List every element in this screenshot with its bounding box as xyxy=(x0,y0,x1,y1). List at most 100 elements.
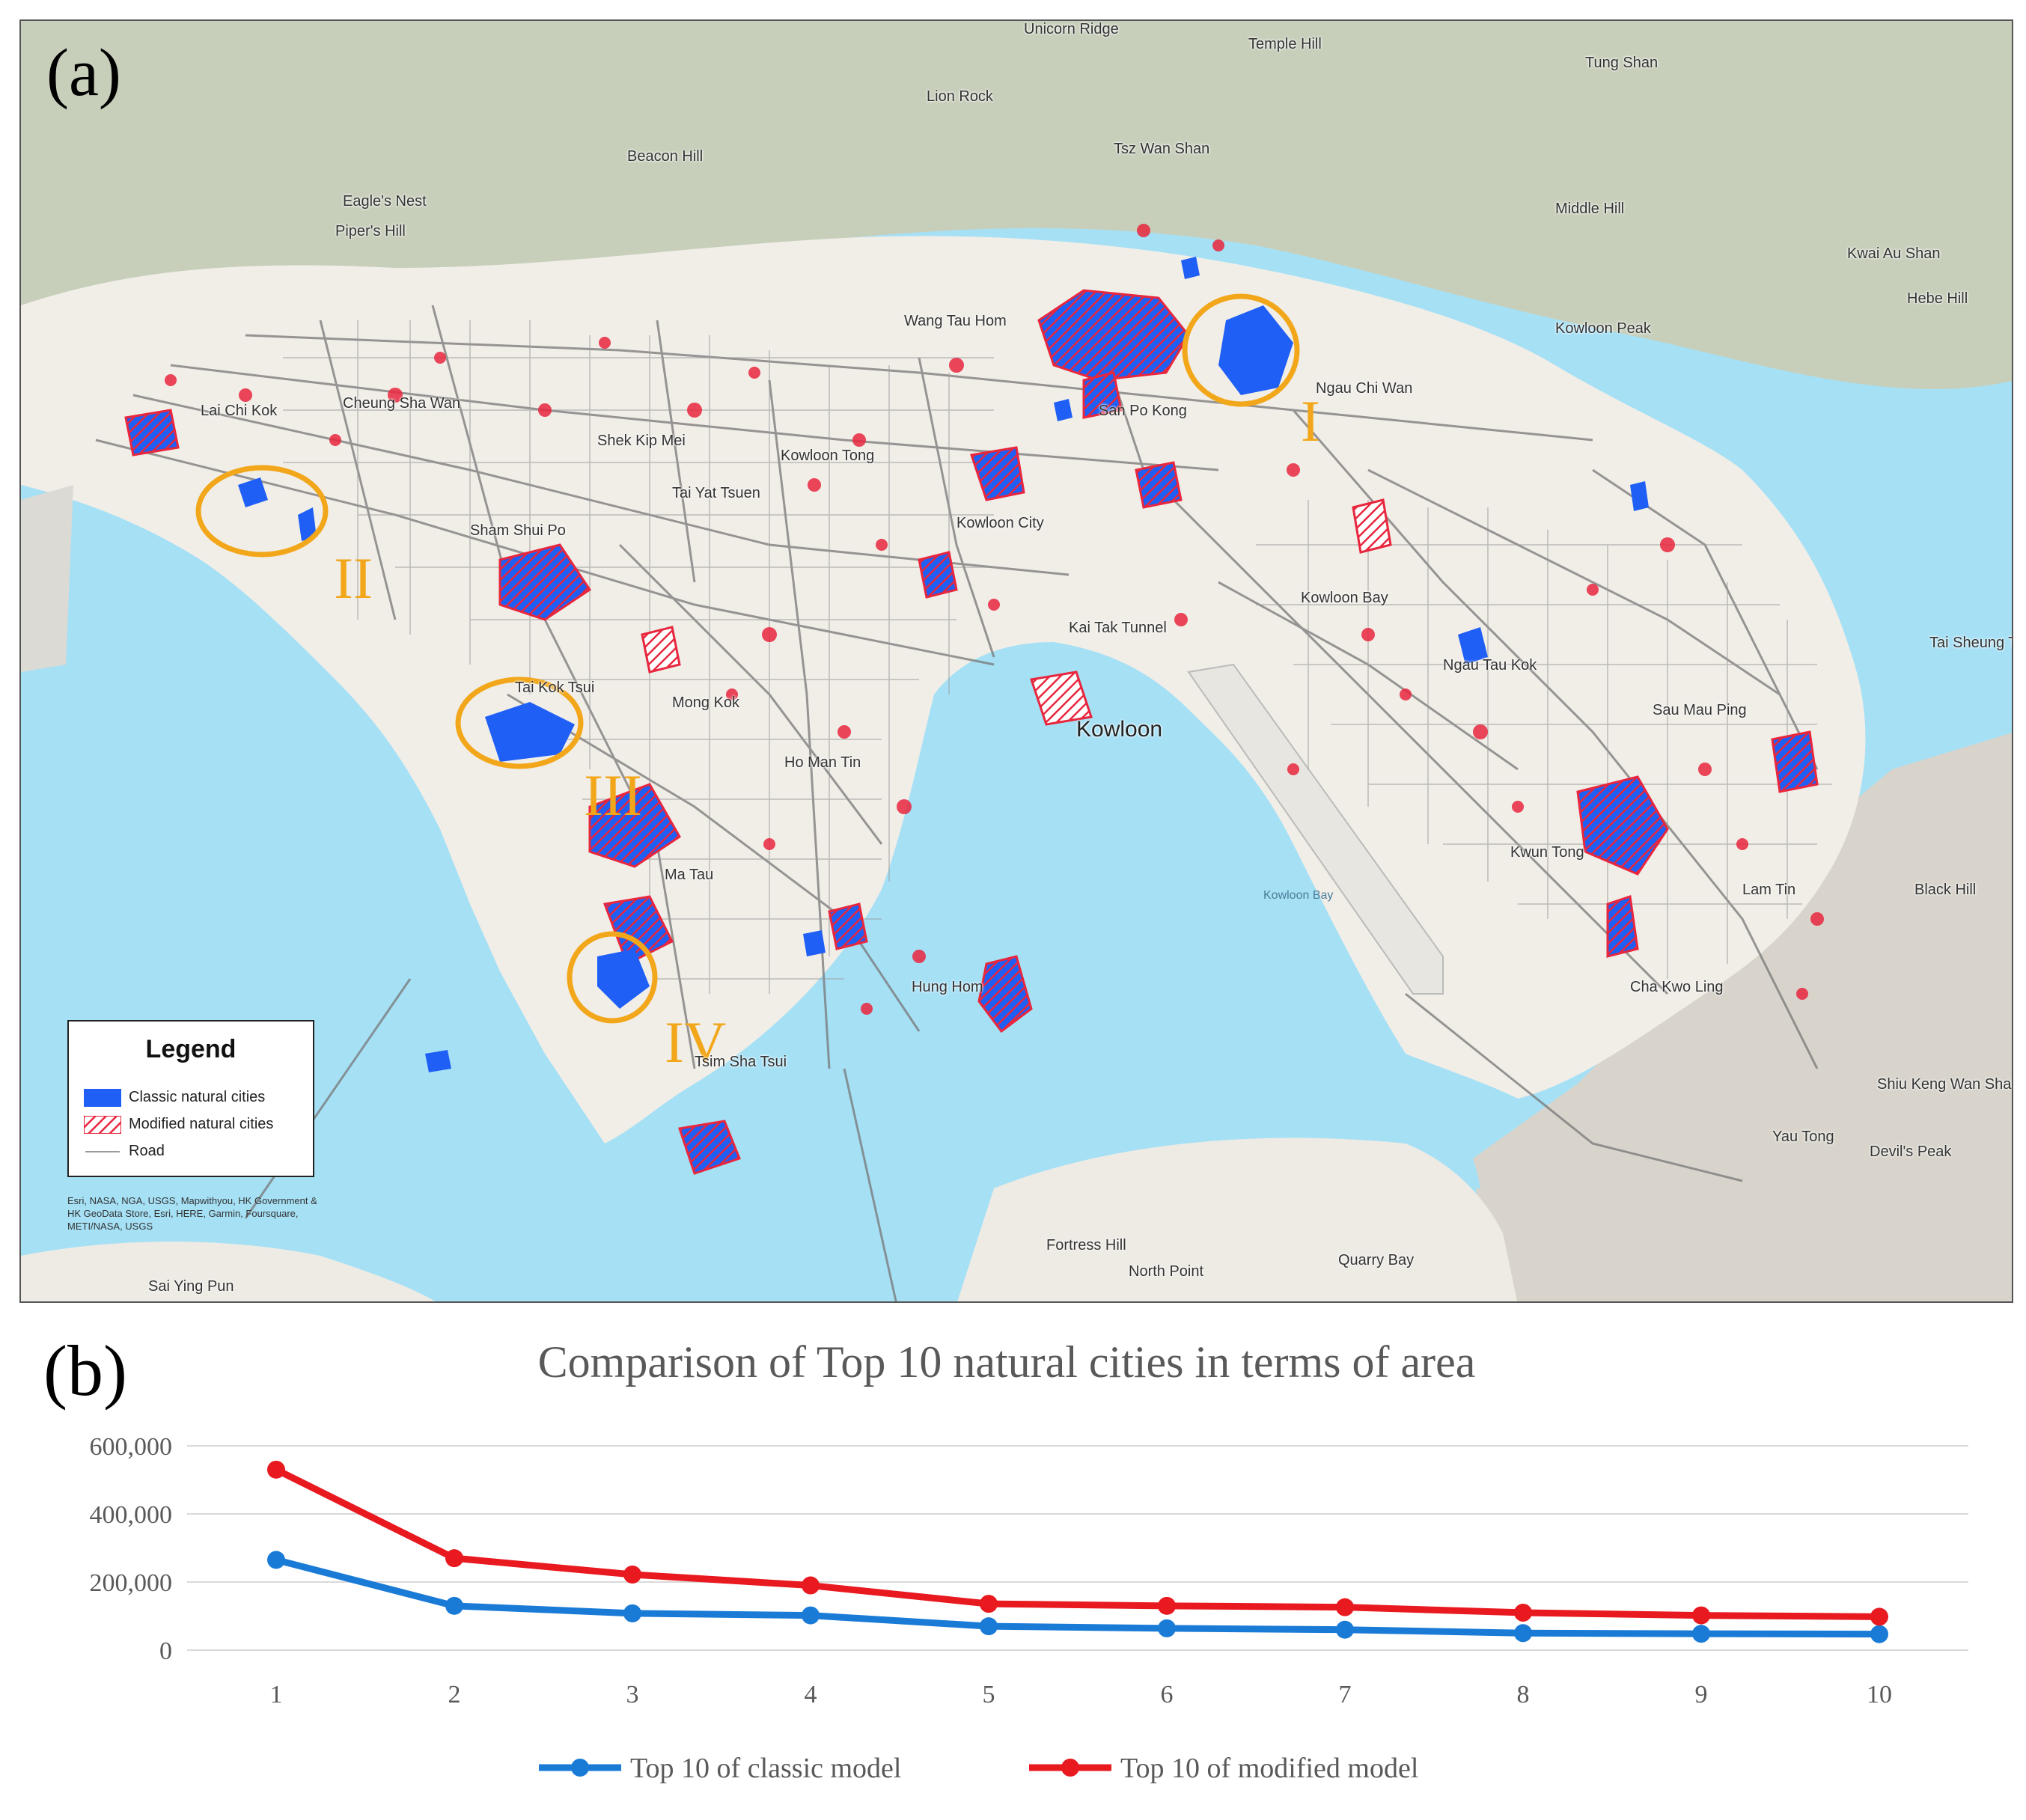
data-point xyxy=(802,1576,820,1595)
place-tung-shan: Tung Shan xyxy=(1585,55,1659,71)
place-hung-hom: Hung Hom xyxy=(912,979,983,995)
place-ma-tau: Ma Tau xyxy=(665,867,714,883)
place-tai-sheung-tok: Tai Sheung Tok xyxy=(1929,635,2012,651)
legend-label-road: Road xyxy=(129,1143,165,1159)
place-tsim-sha-tsui: Tsim Sha Tsui xyxy=(695,1054,787,1070)
series-line xyxy=(275,1557,1880,1638)
hills xyxy=(21,21,2012,390)
place-kowloon-bay: Kowloon Bay xyxy=(1301,590,1388,606)
panel-label-b: (b) xyxy=(43,1331,127,1411)
legend-marker xyxy=(571,1759,589,1777)
data-point xyxy=(445,1596,463,1615)
place-cha-kwo-ling: Cha Kwo Ling xyxy=(1630,979,1724,995)
chart-gridlines xyxy=(187,1445,1968,1651)
place-lion-rock: Lion Rock xyxy=(927,88,993,105)
map-canvas xyxy=(21,21,2012,1301)
place-ho-man-tin: Ho Man Tin xyxy=(784,754,861,771)
place-tai-yat-tsuen: Tai Yat Tsuen xyxy=(672,485,760,501)
place-devils-peak: Devil's Peak xyxy=(1870,1143,1952,1160)
place-pipers-hill: Piper's Hill xyxy=(335,223,406,239)
x-tick-label: 8 xyxy=(1517,1681,1530,1708)
place-middle-hill: Middle Hill xyxy=(1555,201,1625,217)
x-tick-label: 6 xyxy=(1161,1681,1174,1708)
x-tick-label: 10 xyxy=(1867,1681,1892,1708)
legend-marker xyxy=(1061,1759,1079,1777)
place-north-point: North Point xyxy=(1129,1263,1204,1280)
place-shiu-keng-wan-shan: Shiu Keng Wan Shan xyxy=(1877,1076,2013,1093)
highlight-ellipses xyxy=(195,293,1300,1024)
y-tick-label: 600,000 xyxy=(90,1433,173,1461)
data-point xyxy=(1158,1596,1176,1615)
modified-only-cities xyxy=(641,498,1392,726)
place-kwun-tong: Kwun Tong xyxy=(1510,844,1584,861)
place-kwai-au-shan: Kwai Au Shan xyxy=(1847,245,1941,262)
data-point xyxy=(1692,1606,1710,1625)
region-label-ii: II xyxy=(334,546,373,611)
legend-label-modified: Modified natural cities xyxy=(129,1116,274,1132)
data-point xyxy=(1870,1607,1888,1626)
map-legend: Legend Classic natural cities Modified n… xyxy=(67,1020,314,1177)
y-tick-label: 400,000 xyxy=(90,1501,173,1529)
place-mong-kok: Mong Kok xyxy=(672,694,740,711)
y-axis-ticks: 0 200,000 400,000 600,000 xyxy=(90,1433,173,1665)
data-point xyxy=(267,1460,285,1479)
place-yau-tong: Yau Tong xyxy=(1772,1129,1834,1145)
region-label-i: I xyxy=(1301,388,1320,454)
place-san-po-kong: San Po Kong xyxy=(1099,403,1187,419)
place-kowloon-peak: Kowloon Peak xyxy=(1555,320,1651,337)
classic-swatch xyxy=(84,1089,121,1107)
region-label-iii: III xyxy=(584,763,642,828)
data-point xyxy=(1514,1603,1532,1622)
panel-label-a: (a) xyxy=(46,36,121,110)
chart-title: Comparison of Top 10 natural cities in t… xyxy=(538,1337,1476,1387)
place-shek-kip-mei: Shek Kip Mei xyxy=(597,433,686,449)
place-fortress-hill: Fortress Hill xyxy=(1046,1237,1126,1253)
data-point xyxy=(980,1595,998,1613)
legend-label-classic: Classic natural cities xyxy=(129,1089,266,1105)
data-point xyxy=(1870,1625,1888,1643)
data-point xyxy=(1336,1598,1354,1616)
victoria-harbour xyxy=(21,500,1480,1301)
place-eagles-nest: Eagle's Nest xyxy=(343,193,427,210)
place-unicorn-ridge: Unicorn Ridge xyxy=(1024,21,1119,37)
place-black-hill: Black Hill xyxy=(1914,882,1977,898)
place-beacon-hill: Beacon Hill xyxy=(627,148,704,165)
data-point xyxy=(1692,1625,1710,1643)
place-temple-hill: Temple Hill xyxy=(1248,36,1322,52)
place-tsz-wan-shan: Tsz Wan Shan xyxy=(1114,141,1210,157)
y-tick-label: 200,000 xyxy=(90,1569,173,1597)
x-tick-label: 7 xyxy=(1339,1681,1352,1708)
place-kai-tak-tunnel: Kai Tak Tunnel xyxy=(1069,620,1167,636)
place-sai-ying-pun: Sai Ying Pun xyxy=(148,1278,234,1295)
line-chart: Comparison of Top 10 natural cities in t… xyxy=(90,1337,1968,1784)
data-point xyxy=(1336,1620,1354,1639)
road-grid xyxy=(283,320,1832,994)
series-line xyxy=(274,1466,1880,1620)
region-iii-ellipse xyxy=(455,677,584,769)
x-axis-ticks: 1 2 3 4 5 6 7 8 9 10 xyxy=(270,1681,1893,1708)
map-credits: Esri, NASA, NGA, USGS, Mapwithyou, HK Go… xyxy=(67,1195,317,1232)
kai-tak-runway xyxy=(1187,663,1444,995)
place-lam-tin: Lam Tin xyxy=(1742,882,1796,898)
place-quarry-bay: Quarry Bay xyxy=(1338,1252,1415,1268)
place-kowloon-city: Kowloon City xyxy=(956,515,1044,531)
place-kowloon: Kowloon xyxy=(1076,717,1163,742)
data-point xyxy=(623,1604,641,1622)
place-kowloon-bay-water: Kowloon Bay xyxy=(1263,889,1334,902)
place-wang-tau-hom: Wang Tau Hom xyxy=(904,313,1007,329)
place-cheung-sha-wan: Cheung Sha Wan xyxy=(343,395,461,412)
x-tick-label: 4 xyxy=(805,1681,817,1708)
data-point xyxy=(267,1551,285,1569)
place-lai-chi-kok: Lai Chi Kok xyxy=(201,403,278,419)
natural-city-clusters xyxy=(165,224,1824,1015)
data-point xyxy=(1158,1619,1176,1637)
hong-kong-island xyxy=(957,1138,1518,1301)
map-panel: I II III IV Tsz Wan Shan Wang Tau Hom Sa… xyxy=(19,19,2013,1303)
data-point xyxy=(1514,1624,1532,1643)
road-swatch xyxy=(85,1151,120,1152)
chart-series xyxy=(267,1460,1888,1643)
modified-natural-cities xyxy=(124,289,1819,1175)
legend-title: Legend xyxy=(145,1035,237,1063)
place-tai-kok-tsui: Tai Kok Tsui xyxy=(515,680,595,696)
place-ngau-tau-kok: Ngau Tau Kok xyxy=(1443,657,1537,674)
